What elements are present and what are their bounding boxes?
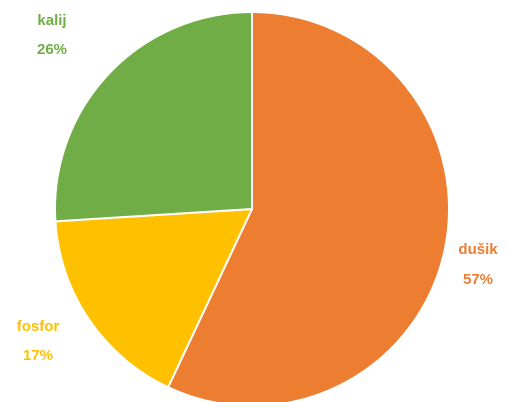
slice-percent-fosfor: 17%	[23, 347, 53, 364]
pie-slice-kalij	[55, 12, 252, 221]
slice-percent-dusik: 57%	[463, 271, 493, 288]
pie-slices	[55, 12, 449, 402]
slice-percent-kalij: 26%	[37, 41, 67, 58]
slice-label-dusik: dušik	[458, 241, 498, 258]
slice-label-fosfor: fosfor	[17, 318, 60, 335]
slice-label-kalij: kalij	[37, 12, 66, 29]
